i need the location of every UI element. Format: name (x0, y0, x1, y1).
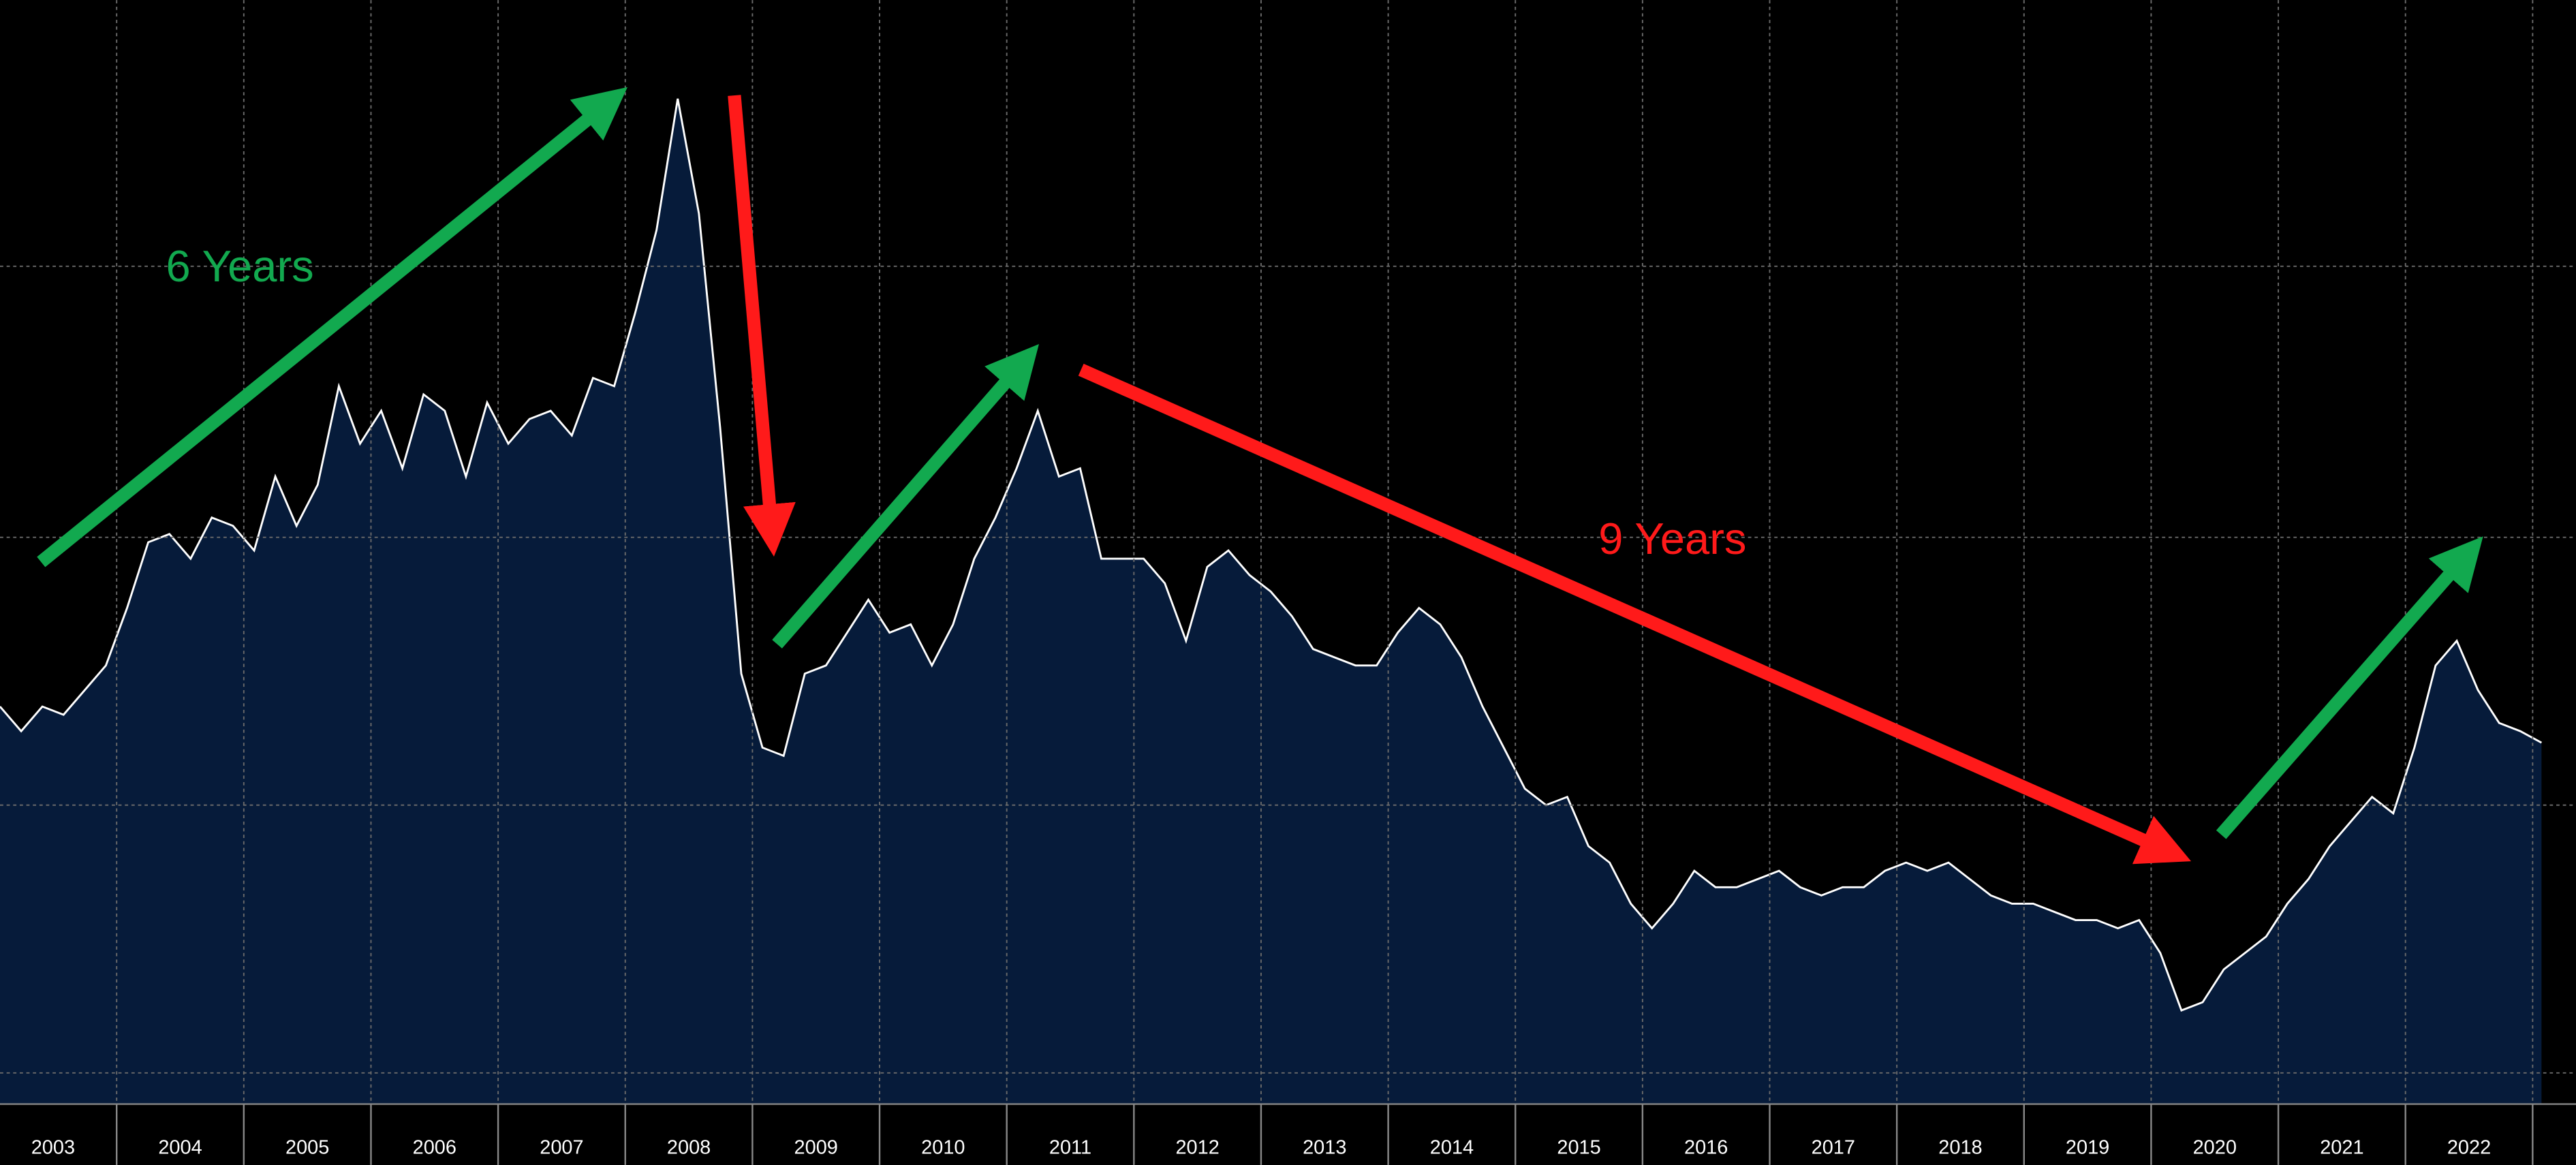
arrow (37, 87, 628, 568)
x-tick-label: 2016 (1684, 1136, 1728, 1158)
arrow (772, 344, 1039, 649)
x-tick-label: 2020 (2193, 1136, 2237, 1158)
x-tick-label: 2009 (794, 1136, 838, 1158)
line (0, 98, 2543, 1012)
x-tick-label: 2008 (667, 1136, 711, 1158)
annotation: 9 Years (1598, 514, 1746, 563)
x-axis (0, 1104, 2576, 1165)
x-tick-label: 2013 (1303, 1136, 1346, 1158)
x-tick-label: 2006 (413, 1136, 456, 1158)
arrow (1078, 363, 2192, 865)
x-tick-label: 2003 (31, 1136, 75, 1158)
x-tick-label: 2004 (158, 1136, 202, 1158)
x-tick-label: 2015 (1557, 1136, 1600, 1158)
x-tick-label: 2012 (1175, 1136, 1219, 1158)
arrow (2216, 536, 2483, 839)
arrow (728, 95, 796, 557)
x-tick-label: 2021 (2320, 1136, 2363, 1158)
x-tick-label: 2019 (2066, 1136, 2109, 1158)
x-tick-label: 2010 (921, 1136, 965, 1158)
x-tick-label: 2022 (2447, 1136, 2491, 1158)
annotation: 6 Years (166, 241, 314, 291)
x-tick-label: 2014 (1430, 1136, 1474, 1158)
x-tick-label: 2017 (1812, 1136, 1855, 1158)
x-tick-label: 2011 (1049, 1136, 1091, 1158)
x-tick-label: 2005 (285, 1136, 329, 1158)
x-tick-label: 2007 (540, 1136, 583, 1158)
x-tick-label: 2018 (1938, 1136, 1982, 1158)
arrows (37, 87, 2483, 865)
area (0, 98, 2542, 1104)
